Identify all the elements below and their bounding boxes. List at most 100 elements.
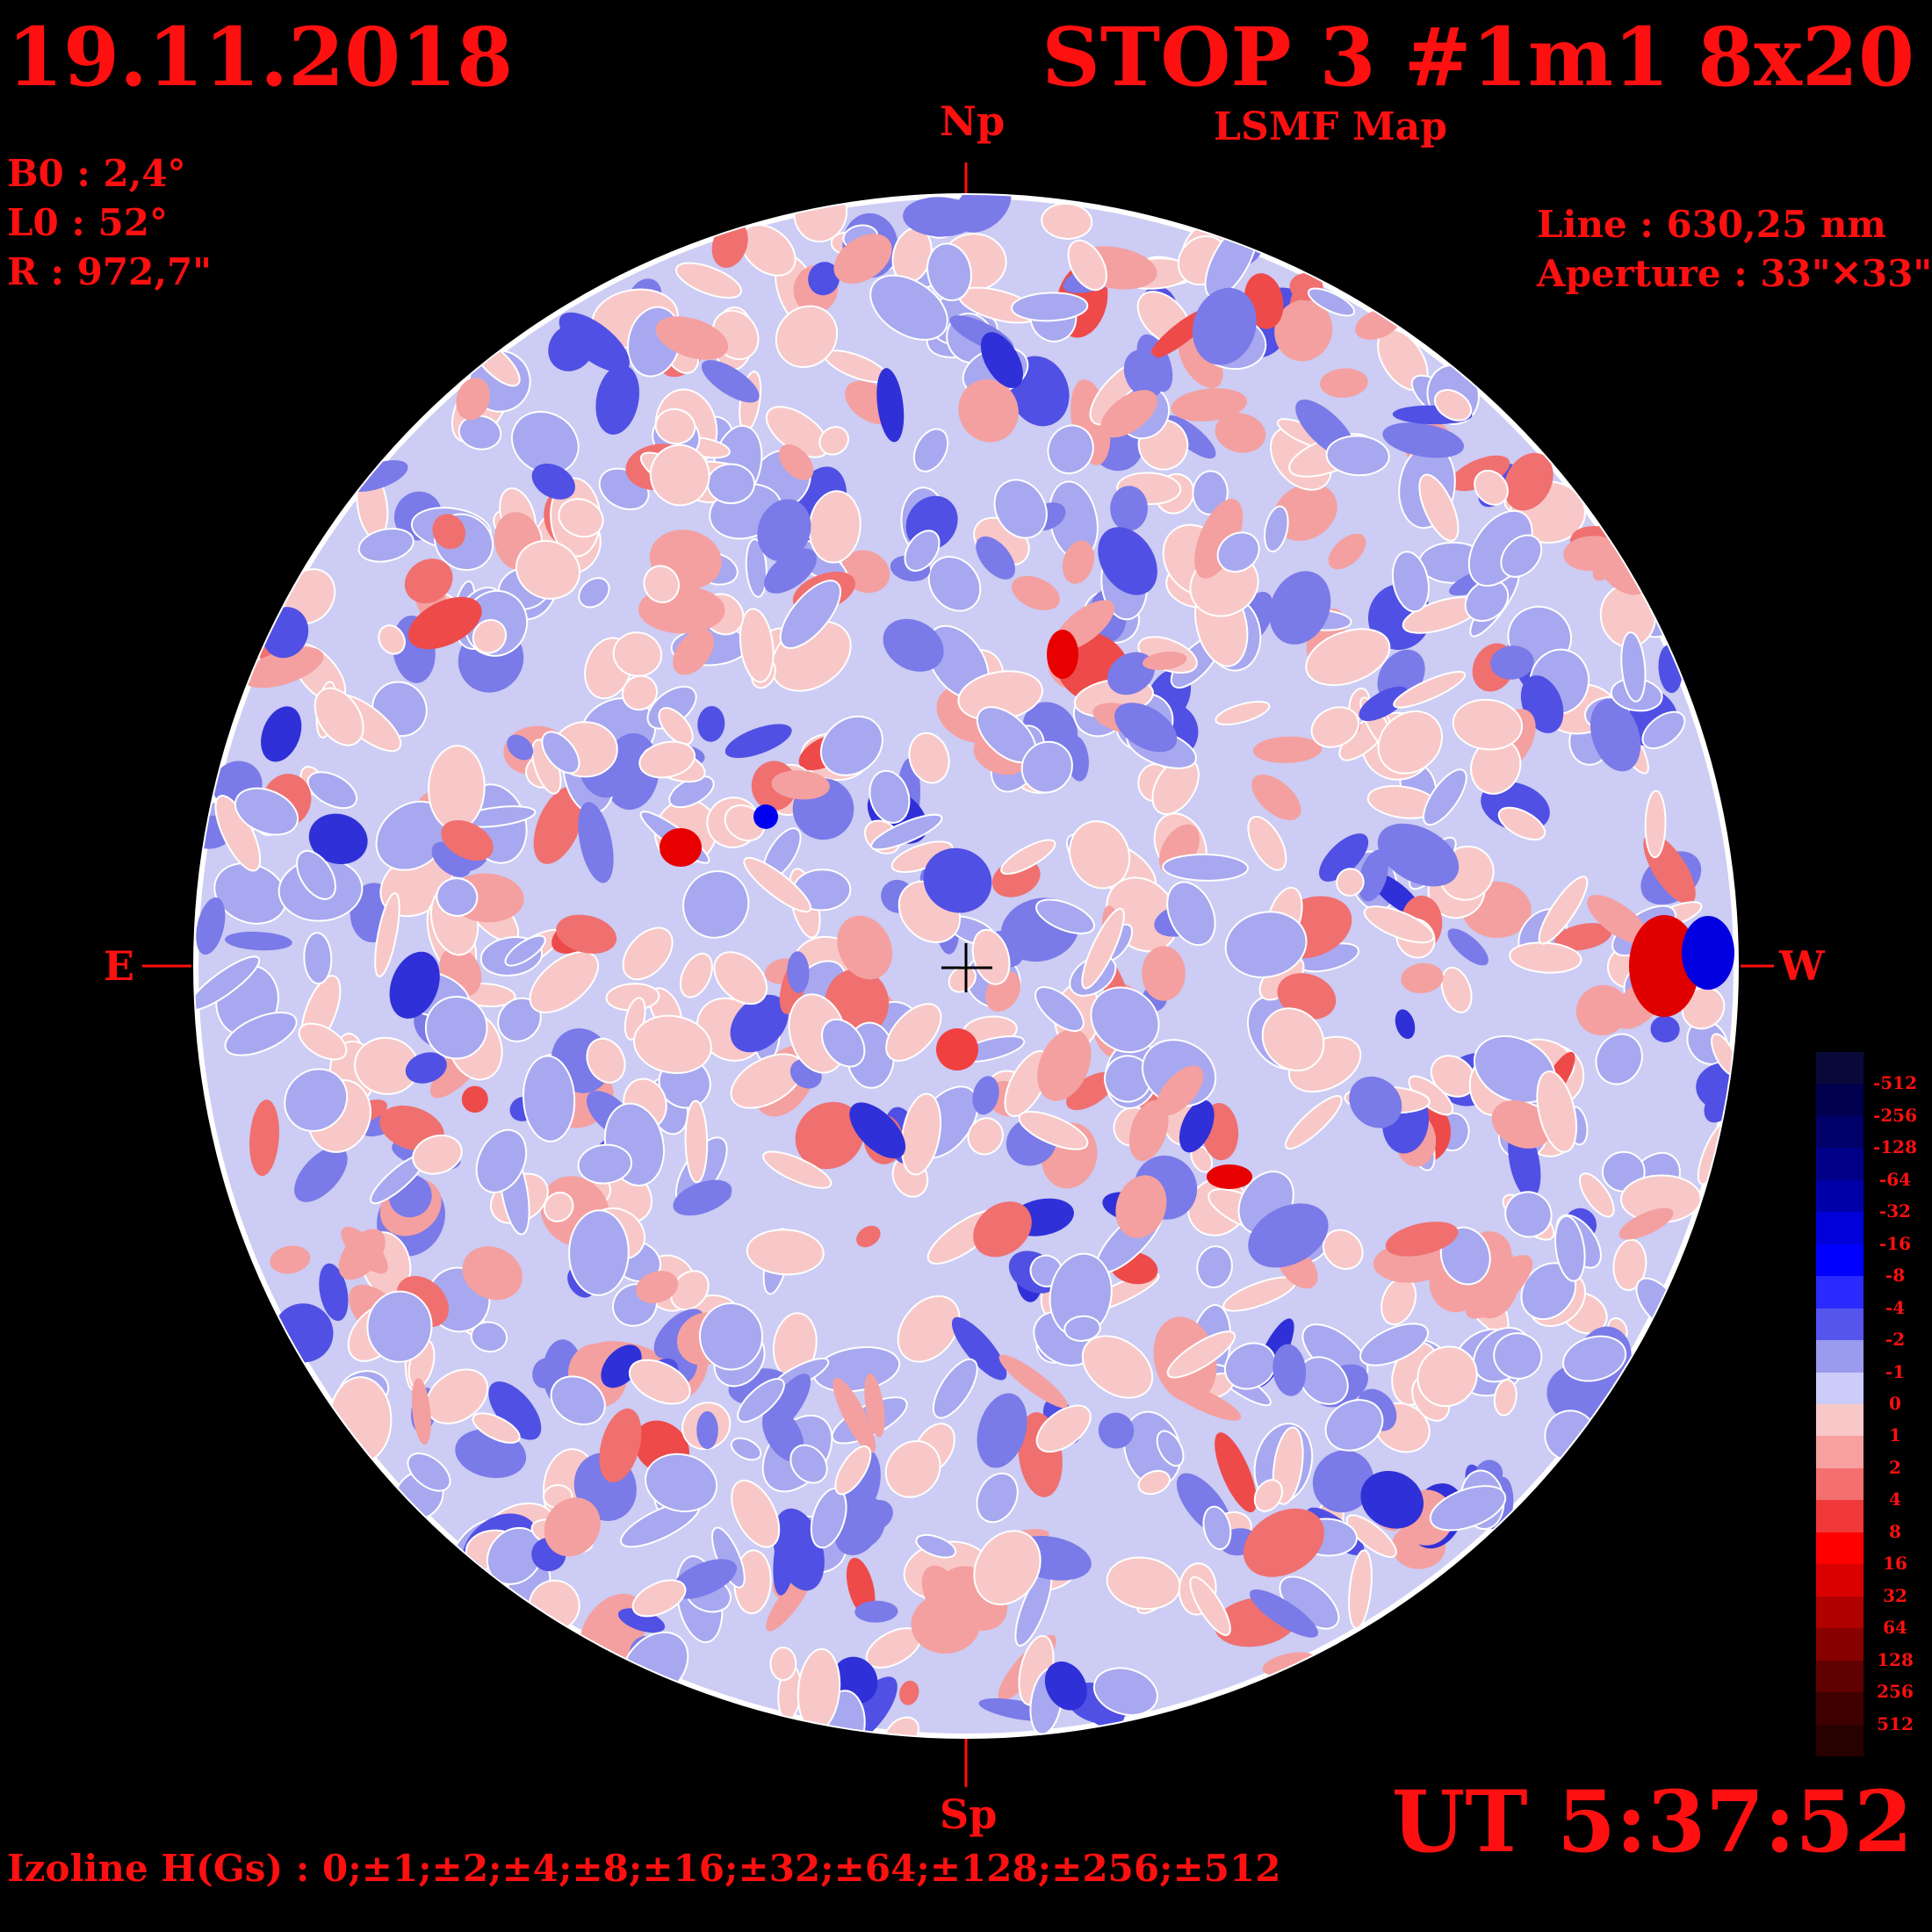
negative-field-patch	[1490, 645, 1534, 680]
north-pole-label: Np	[940, 97, 1006, 145]
positive-field-patch	[973, 1530, 1042, 1605]
negative-field-patch	[523, 1055, 576, 1143]
colorbar-label: -16	[1878, 1232, 1912, 1254]
negative-field-patch	[1034, 986, 1085, 1032]
positive-field-patch	[249, 1099, 279, 1177]
negative-field-patch	[541, 731, 580, 775]
negative-field-patch	[1114, 703, 1178, 753]
negative-field-patch	[1359, 686, 1409, 722]
param-radius: R : 972,7"	[7, 250, 213, 293]
positive-field-patch	[769, 1647, 797, 1682]
center-crosshair-icon	[941, 943, 992, 992]
positive-field-patch	[462, 1246, 523, 1301]
positive-field-patch	[1156, 1065, 1204, 1116]
negative-field-patch	[532, 1358, 557, 1388]
positive-field-patch	[948, 965, 977, 993]
positive-field-patch	[1612, 1238, 1647, 1292]
negative-field-patch	[870, 813, 943, 851]
colorbar-segment	[1816, 1148, 1864, 1180]
negative-field-patch	[808, 262, 840, 296]
positive-field-patch	[1644, 789, 1667, 859]
ut-time: UT 5:37:52	[1391, 1772, 1913, 1871]
positive-field-patch	[1493, 1379, 1517, 1417]
negative-field-patch	[926, 242, 972, 301]
positive-field-patch	[675, 262, 742, 299]
positive-field-patch	[1310, 706, 1359, 748]
positive-field-patch	[898, 1680, 919, 1705]
negative-field-patch	[578, 577, 610, 609]
negative-field-patch	[389, 951, 440, 1019]
positive-field-patch	[1363, 905, 1435, 944]
positive-field-patch	[1215, 413, 1266, 453]
negative-field-patch	[1090, 986, 1160, 1054]
positive-field-patch	[1081, 907, 1125, 990]
positive-field-patch	[654, 407, 696, 445]
negative-field-patch	[1011, 292, 1089, 322]
colorbar-label: -2	[1885, 1329, 1906, 1351]
negative-field-patch	[1504, 1191, 1553, 1238]
positive-field-patch	[622, 926, 674, 981]
positive-field-patch	[441, 819, 494, 861]
positive-field-patch	[1115, 1175, 1167, 1238]
negative-field-patch	[510, 410, 580, 475]
colorbar-segment	[1816, 1532, 1864, 1565]
spectral-line: Line : 630,25 nm	[1537, 203, 1886, 246]
negative-field-patch	[972, 1076, 999, 1115]
negative-field-patch	[1092, 1667, 1158, 1716]
negative-field-patch	[568, 1209, 630, 1296]
colorbar-label: -256	[1872, 1104, 1918, 1126]
positive-field-patch	[270, 1245, 311, 1274]
positive-field-patch	[1166, 1381, 1242, 1421]
positive-field-patch	[1474, 469, 1509, 506]
positive-field-patch	[885, 1003, 942, 1062]
negative-field-patch	[1223, 1342, 1277, 1390]
positive-field-patch	[1194, 499, 1244, 579]
positive-field-patch	[818, 426, 849, 456]
positive-field-patch	[684, 1099, 709, 1184]
negative-field-patch	[671, 1559, 738, 1599]
negative-field-patch	[196, 897, 226, 955]
positive-field-patch	[1587, 894, 1649, 945]
positive-field-patch	[1035, 1404, 1092, 1453]
negative-field-patch	[405, 1052, 447, 1084]
west-label: W	[1779, 942, 1825, 990]
negative-field-patch	[617, 1608, 666, 1633]
positive-field-patch	[643, 565, 680, 603]
positive-field-patch	[846, 1557, 876, 1617]
positive-field-patch	[1137, 1469, 1171, 1496]
negative-field-patch	[1382, 422, 1465, 458]
strong-field-spot	[936, 1028, 978, 1071]
colorbar-segment	[1816, 1500, 1864, 1532]
positive-field-patch	[1538, 876, 1589, 945]
negative-field-patch	[745, 538, 768, 598]
negative-field-patch	[1196, 1245, 1233, 1289]
positive-field-patch	[971, 928, 1011, 985]
south-pole-label: Sp	[940, 1791, 998, 1838]
positive-field-patch	[543, 1191, 574, 1222]
negative-field-patch	[1324, 1399, 1384, 1452]
positive-field-patch	[515, 540, 580, 600]
negative-field-patch	[1193, 287, 1257, 365]
positive-field-patch	[374, 891, 400, 978]
negative-field-patch	[698, 1302, 764, 1371]
positive-field-patch	[621, 674, 659, 711]
positive-field-patch	[529, 950, 600, 1013]
positive-field-patch	[328, 1376, 393, 1464]
negative-field-patch	[1358, 849, 1388, 902]
negative-field-patch	[424, 996, 488, 1060]
positive-field-patch	[631, 1579, 687, 1618]
negative-field-patch	[507, 734, 534, 761]
colorbar-label: -4	[1885, 1296, 1906, 1318]
positive-field-patch	[1247, 815, 1287, 871]
positive-field-patch	[908, 732, 950, 784]
negative-field-patch	[436, 877, 479, 917]
negative-field-patch	[1179, 1099, 1215, 1153]
positive-field-patch	[1273, 483, 1337, 541]
negative-field-patch	[977, 1393, 1027, 1468]
negative-field-patch	[1312, 1450, 1374, 1513]
negative-field-patch	[1360, 1470, 1424, 1529]
positive-field-patch	[1215, 700, 1271, 726]
positive-field-patch	[649, 443, 710, 507]
negative-field-patch	[1224, 911, 1308, 978]
negative-field-patch	[1269, 571, 1331, 645]
